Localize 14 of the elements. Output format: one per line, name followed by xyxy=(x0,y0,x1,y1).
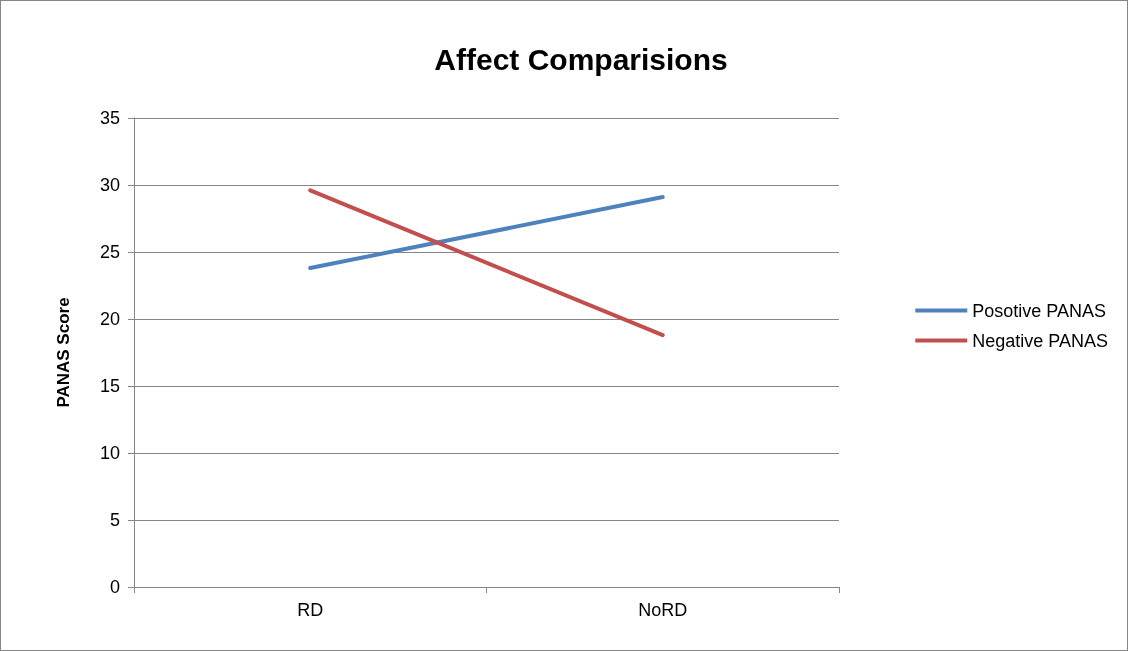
legend-label: Negative PANAS xyxy=(972,330,1108,351)
legend-label: Posotive PANAS xyxy=(972,300,1106,321)
x-tick-label: NoRD xyxy=(638,600,688,620)
y-tick-label: 30 xyxy=(99,175,120,195)
y-tick-label: 25 xyxy=(99,242,120,262)
y-tick-label: 5 xyxy=(109,510,120,530)
chart-title: Affect Comparisions xyxy=(434,42,728,76)
y-axis-title: PANAS Score xyxy=(54,297,73,408)
y-tick-label: 0 xyxy=(109,577,120,597)
x-tick-label: RD xyxy=(297,600,324,620)
y-tick-label: 10 xyxy=(99,443,120,463)
y-tick-label: 35 xyxy=(99,108,120,128)
y-tick-label: 20 xyxy=(99,309,120,329)
y-tick-label: 15 xyxy=(99,376,120,396)
